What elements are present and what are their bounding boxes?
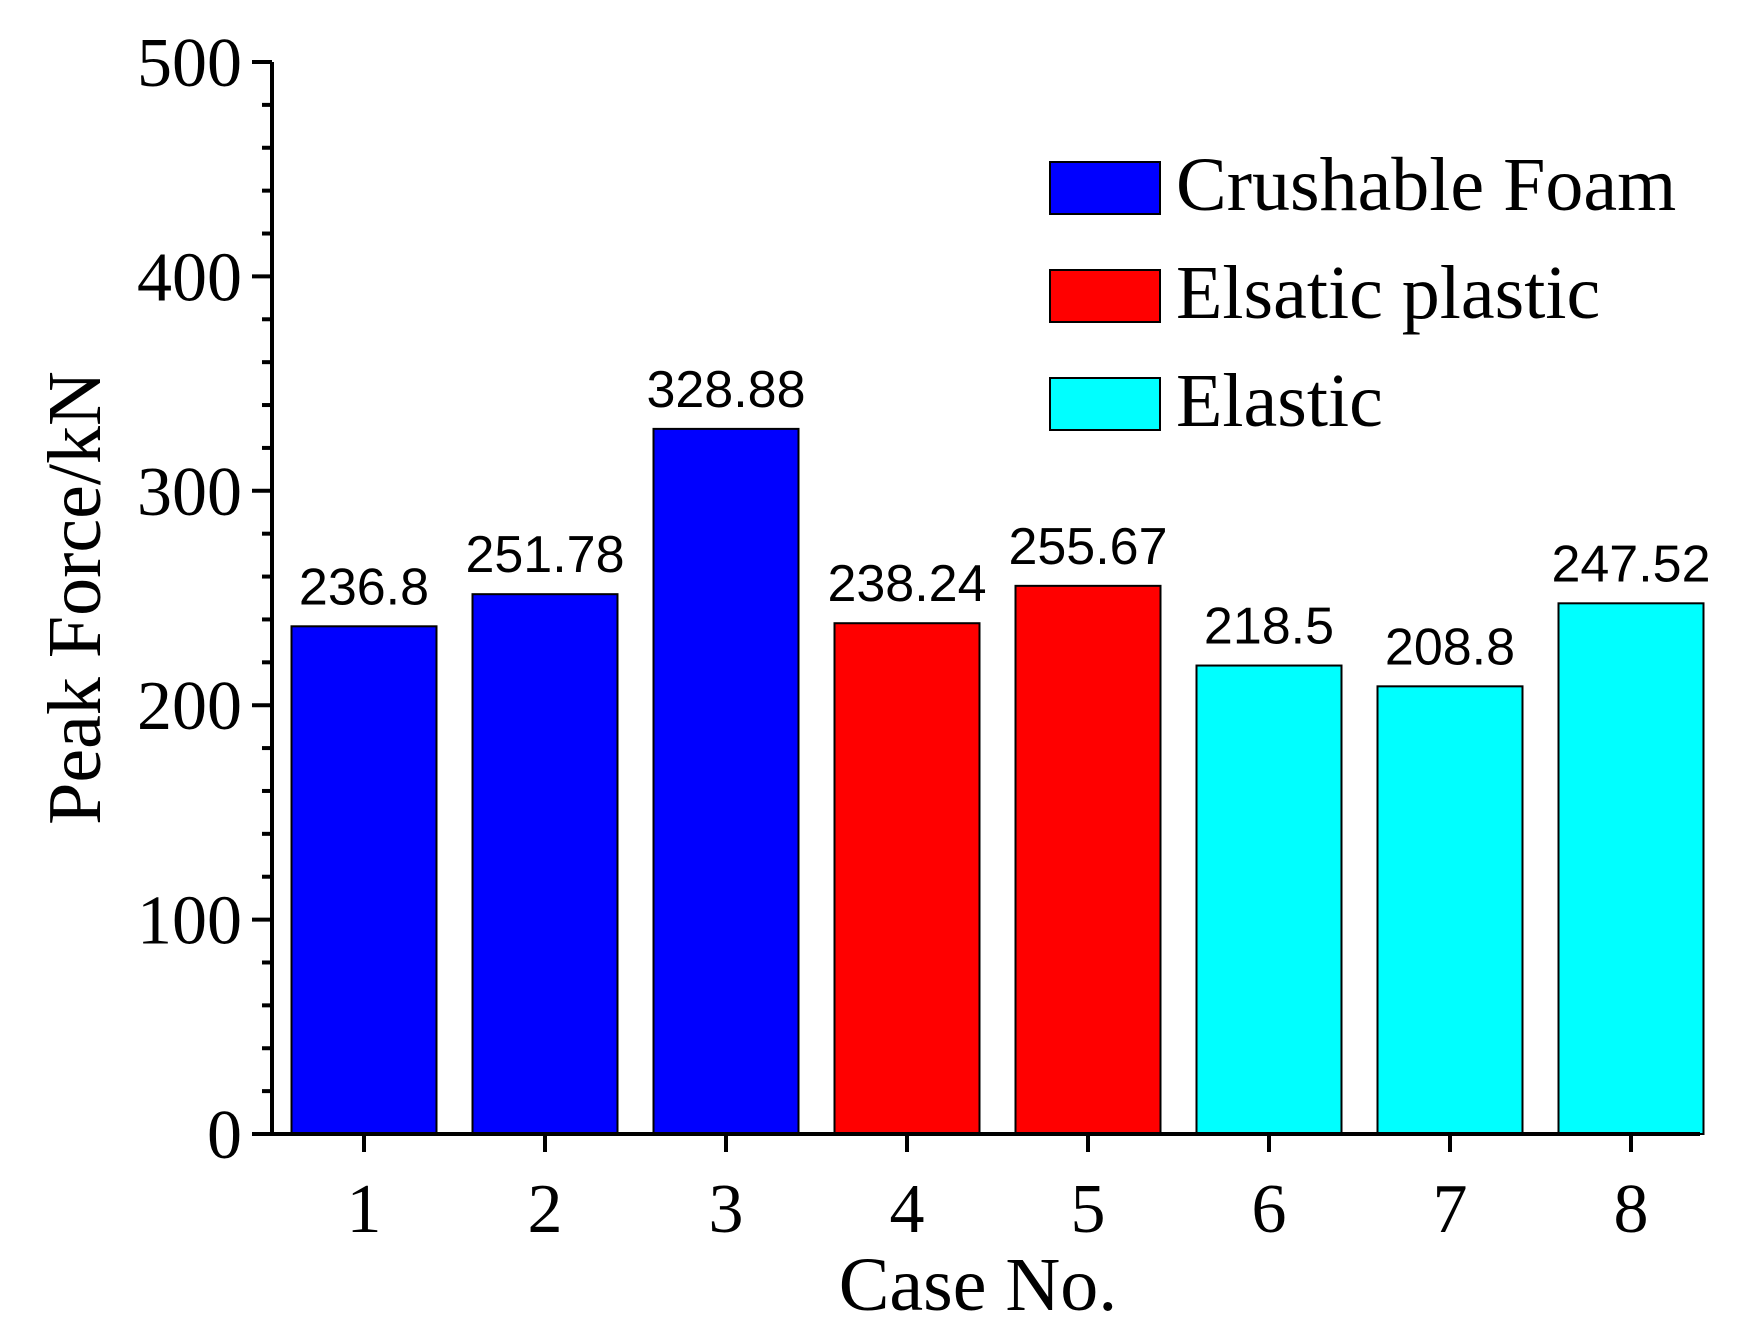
bar-value-label: 218.5: [1204, 598, 1334, 656]
x-tick-label: 2: [528, 1171, 563, 1248]
y-tick-label: 0: [207, 1097, 242, 1174]
bar: [471, 593, 619, 1135]
value-labels-group: 236.8 251.78 328.88 238.24 255.67 218.5 208.8 2…: [299, 361, 1711, 676]
bar: [652, 427, 800, 1135]
bar-value-label: 236.8: [299, 558, 429, 616]
y-tick-label: 100: [137, 883, 242, 960]
bars-group: [290, 427, 1705, 1136]
axes-group: [270, 62, 1700, 1136]
legend-swatch: [1049, 269, 1161, 323]
x-axis-title: Case No.: [839, 1243, 1118, 1327]
bar-value-label: 328.88: [646, 361, 805, 419]
y-tick-label: 300: [137, 454, 242, 531]
bar: [1195, 664, 1343, 1135]
x-ticks-group: 1 2 3 4 5 6 7 8: [347, 1134, 1649, 1248]
legend-swatch: [1049, 161, 1161, 215]
bar-value-label: 208.8: [1385, 618, 1515, 676]
legend: Crushable Foam Elsatic plastic Elastic: [1049, 143, 1676, 443]
legend-swatch: [1049, 377, 1161, 431]
x-tick-label: 7: [1433, 1171, 1468, 1248]
bar-value-label: 251.78: [465, 526, 624, 584]
x-tick-label: 5: [1071, 1171, 1106, 1248]
bar: [290, 625, 438, 1135]
legend-label: Crushable Foam: [1176, 143, 1676, 227]
y-ticks-group: 0 100 200 300 400 500: [137, 25, 272, 1174]
x-tick-label: 6: [1252, 1171, 1287, 1248]
bar-value-label: 247.52: [1551, 535, 1710, 593]
x-tick-label: 8: [1614, 1171, 1649, 1248]
y-tick-label: 500: [137, 25, 242, 102]
bar: [1376, 685, 1524, 1136]
bar-value-label: 238.24: [827, 555, 986, 613]
y-axis-title: Peak Force/kN: [33, 371, 117, 825]
bar-value-label: 255.67: [1008, 518, 1167, 576]
bar: [1557, 602, 1705, 1135]
y-tick-label: 200: [137, 668, 242, 745]
legend-label: Elastic: [1176, 359, 1383, 443]
x-tick-label: 1: [347, 1171, 382, 1248]
x-tick-label: 4: [890, 1171, 925, 1248]
bar: [833, 622, 981, 1135]
bar: [1014, 584, 1162, 1135]
x-tick-label: 3: [709, 1171, 744, 1248]
legend-label: Elsatic plastic: [1176, 251, 1600, 335]
y-tick-label: 400: [137, 239, 242, 316]
